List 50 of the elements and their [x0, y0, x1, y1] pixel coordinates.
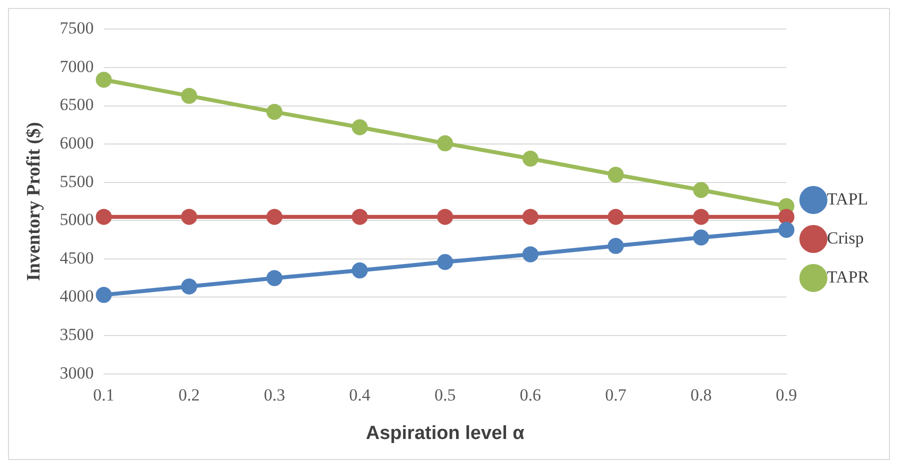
point — [608, 166, 624, 183]
point — [181, 88, 198, 104]
point — [96, 72, 112, 88]
y-tick-label: 3500 — [60, 324, 94, 344]
point — [96, 208, 112, 225]
point — [693, 182, 710, 198]
y-tick-label: 5500 — [60, 172, 94, 191]
point — [266, 104, 282, 120]
point — [352, 208, 368, 225]
x-tick-label: 0.4 — [349, 385, 371, 404]
y-tick-label: 7000 — [60, 56, 94, 76]
y-tick-label: 4000 — [60, 286, 94, 306]
x-tick-label: 0.2 — [178, 385, 200, 404]
y-tick-label: 4500 — [60, 248, 94, 268]
point — [778, 222, 794, 238]
point — [608, 208, 624, 225]
point — [693, 208, 710, 225]
y-tick-label: 6500 — [60, 95, 94, 114]
x-tick-label: 0.6 — [520, 385, 542, 404]
y-axis-title: Inventory Profit ($) — [23, 122, 44, 282]
point — [352, 119, 368, 136]
point — [437, 254, 454, 270]
point — [608, 238, 624, 254]
point — [437, 208, 454, 225]
x-tick-label: 0.5 — [434, 385, 456, 404]
point — [352, 262, 368, 278]
point — [181, 278, 198, 294]
point — [522, 246, 538, 262]
point — [266, 208, 282, 225]
point — [437, 135, 454, 152]
x-tick-label: 0.1 — [93, 385, 114, 404]
point — [96, 286, 112, 303]
point — [522, 208, 538, 225]
point — [693, 229, 710, 246]
y-tick-label: 5000 — [60, 210, 94, 230]
x-tick-label: 0.3 — [264, 385, 286, 404]
point — [266, 270, 282, 286]
y-tick-label: 7500 — [60, 18, 94, 38]
x-axis-title: Aspiration level α — [366, 422, 525, 444]
legend-label: Crisp — [826, 228, 864, 248]
point — [778, 208, 794, 225]
x-tick-label: 0.7 — [605, 385, 627, 404]
x-tick-label: 0.8 — [690, 385, 712, 404]
x-tick-label: 0.9 — [776, 385, 798, 404]
legend-label: TAPR — [826, 267, 870, 286]
legend-label: TAPL — [826, 189, 868, 208]
y-tick-label: 6000 — [60, 134, 94, 153]
point — [522, 150, 538, 167]
point — [181, 208, 198, 225]
y-tick-label: 3000 — [60, 363, 94, 382]
